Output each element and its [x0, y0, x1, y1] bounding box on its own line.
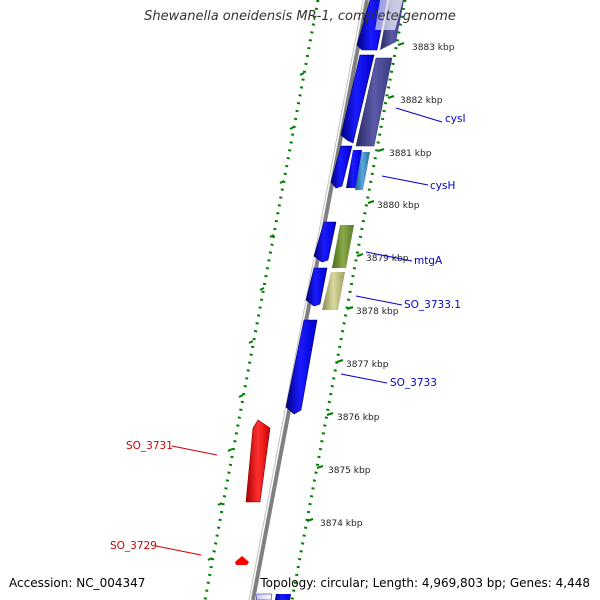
- gene-arrow: [305, 267, 328, 307]
- tick-label: 3878 kbp: [356, 307, 399, 317]
- tick-label: 3881 kbp: [389, 149, 432, 159]
- gene-SO_3733.1: [322, 272, 345, 310]
- gene-arrow: [313, 221, 337, 263]
- tick-label: 3875 kbp: [328, 466, 371, 476]
- gene-label-cysI[interactable]: cysI: [445, 113, 466, 125]
- reverse-strand-genes: [235, 419, 271, 565]
- gene-arrow: [340, 54, 375, 144]
- outer-gc-track: [203, 0, 320, 600]
- tick-label: 3883 kbp: [412, 43, 455, 53]
- gene-label-SO_3729[interactable]: SO_3729: [110, 540, 157, 552]
- tick-label: 3874 kbp: [320, 519, 363, 529]
- gene-block-bottom: [255, 593, 273, 600]
- inner-gc-track: [290, 0, 407, 600]
- bottom-genes: [255, 593, 291, 600]
- gene-SO_3729-arrow: [235, 556, 249, 565]
- gene-block-bottom: [275, 594, 291, 600]
- gene-block-mid: [346, 150, 362, 188]
- tick-label: 3880 kbp: [377, 201, 420, 211]
- forward-strand-genes: [285, 0, 388, 415]
- genome-stats-label: Topology: circular; Length: 4,969,803 bp…: [260, 576, 590, 590]
- tick-label: 3877 kbp: [346, 360, 389, 370]
- tick-label: 3876 kbp: [337, 413, 380, 423]
- gene-arrow: [285, 319, 318, 415]
- accession-label: Accession: NC_004347: [9, 576, 146, 590]
- tick-label: 3879 kbp: [366, 254, 409, 264]
- gene-label-SO_3731[interactable]: SO_3731: [126, 440, 173, 452]
- annotated-genes: [322, 0, 404, 310]
- gene-SO_3731-arrow: [245, 419, 271, 503]
- gene-cysI: [355, 57, 393, 147]
- label-leaders: [155, 107, 443, 556]
- gene-label-SO_3733[interactable]: SO_3733: [390, 377, 437, 389]
- outer-gc-dashes: [207, 72, 305, 561]
- gene-arrow: [330, 145, 353, 189]
- gene-label-SO_3733.1[interactable]: SO_3733.1: [404, 299, 461, 311]
- gene-labels: cysI cysH mtgA SO_3733.1 SO_3733 SO_3731…: [110, 113, 466, 552]
- tick-label: 3882 kbp: [400, 96, 443, 106]
- gene-cysH: [355, 152, 370, 190]
- gene-mtgA: [332, 225, 354, 268]
- gene-block-top-fade: [375, 0, 403, 30]
- gene-label-cysH[interactable]: cysH: [430, 180, 455, 192]
- map-title: Shewanella oneidensis MR-1, complete gen…: [144, 9, 456, 24]
- kbp-ticks: [306, 42, 405, 522]
- tick-labels: 3883 kbp 3882 kbp 3881 kbp 3880 kbp 3879…: [320, 43, 455, 529]
- gene-label-mtgA[interactable]: mtgA: [414, 255, 443, 267]
